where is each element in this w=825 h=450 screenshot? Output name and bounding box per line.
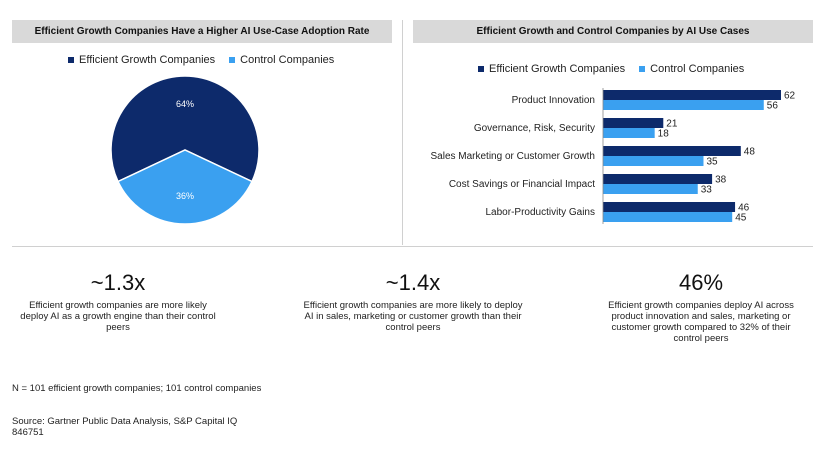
stat-block-2: ~1.4x Efficient growth companies are mor…: [288, 270, 538, 333]
bar-category-label: Sales Marketing or Customer Growth: [430, 151, 595, 162]
pie-slice-control: [117, 149, 253, 225]
source-note: Source: Gartner Public Data Analysis, S&…: [12, 416, 238, 427]
bar-control: [603, 184, 698, 194]
bar-control: [603, 212, 733, 222]
pie-legend: Efficient Growth Companies Control Compa…: [68, 54, 348, 66]
stat-block-1: ~1.3x Efficient growth companies are mor…: [0, 270, 243, 333]
bar-chart: Product Innovation 62 56 Governance, Risk, …: [430, 88, 796, 224]
bar-control: [603, 156, 704, 166]
pie-label-efficient: 64%: [176, 99, 194, 109]
stat-text-2: Efficient growth companies are more like…: [303, 300, 523, 333]
pie-slice-efficient: [110, 75, 260, 183]
legend-swatch-control: [229, 57, 236, 63]
legend-item-efficient: Efficient Growth Companies: [68, 54, 215, 66]
bar-value-label: 56: [767, 101, 779, 112]
bar-efficient: [603, 118, 664, 128]
bar-legend-swatch-efficient: [478, 66, 484, 72]
bar-efficient: [603, 174, 713, 184]
bar-category-label: Cost Savings or Financial Impact: [449, 179, 595, 190]
stat-text-1: Efficient growth companies are more like…: [20, 300, 216, 333]
bar-category-label: Labor-Productivity Gains: [486, 207, 596, 218]
bar-legend-item-efficient: Efficient Growth Companies: [478, 63, 625, 75]
stat-value-3: 46%: [678, 270, 724, 295]
bar-category-label: Governance, Risk, Security: [474, 123, 595, 134]
pie-chart: 64% 36%: [110, 75, 260, 225]
bar-value-label: 33: [701, 185, 713, 196]
bar-value-label: 18: [658, 129, 670, 140]
bar-value-label: 21: [666, 119, 678, 130]
bar-efficient: [603, 146, 741, 156]
pie-label-control: 36%: [176, 191, 194, 201]
bar-legend-swatch-control: [639, 66, 646, 72]
bar-legend-item-control: Control Companies: [639, 63, 744, 75]
pie-chart-title: Efficient Growth Companies Have a Higher…: [12, 20, 392, 43]
sample-size-note: N = 101 efficient growth companies; 101 …: [12, 383, 262, 394]
legend-label-control: Control Companies: [240, 54, 335, 66]
bar-chart-title: Efficient Growth and Control Companies b…: [413, 20, 813, 43]
bar-value-label: 46: [738, 203, 750, 214]
document-id: 846751: [12, 427, 44, 438]
legend-item-control: Control Companies: [229, 54, 334, 66]
bar-category-label: Product Innovation: [512, 95, 595, 106]
bar-value-label: 62: [784, 91, 796, 102]
bar-value-label: 45: [735, 213, 747, 224]
bar-efficient: [603, 202, 736, 212]
bar-legend: Efficient Growth Companies Control Compa…: [478, 63, 758, 75]
stat-value-2: ~1.4x: [385, 270, 441, 295]
bar-control: [603, 128, 655, 138]
legend-swatch-efficient: [68, 57, 74, 63]
stat-block-3: 46% Efficient growth companies deploy AI…: [576, 270, 825, 344]
bar-legend-label-efficient: Efficient Growth Companies: [489, 63, 626, 75]
bar-value-label: 35: [706, 157, 718, 168]
bar-value-label: 48: [744, 147, 756, 158]
legend-label-efficient: Efficient Growth Companies: [79, 54, 216, 66]
bar-control: [603, 100, 764, 110]
stat-text-3: Efficient growth companies deploy AI acr…: [608, 300, 794, 344]
vertical-divider: [402, 20, 403, 245]
bar-legend-label-control: Control Companies: [650, 63, 745, 75]
bar-value-label: 38: [715, 175, 727, 186]
bar-efficient: [603, 90, 781, 100]
horizontal-divider: [12, 246, 813, 247]
stat-value-1: ~1.3x: [90, 270, 146, 295]
